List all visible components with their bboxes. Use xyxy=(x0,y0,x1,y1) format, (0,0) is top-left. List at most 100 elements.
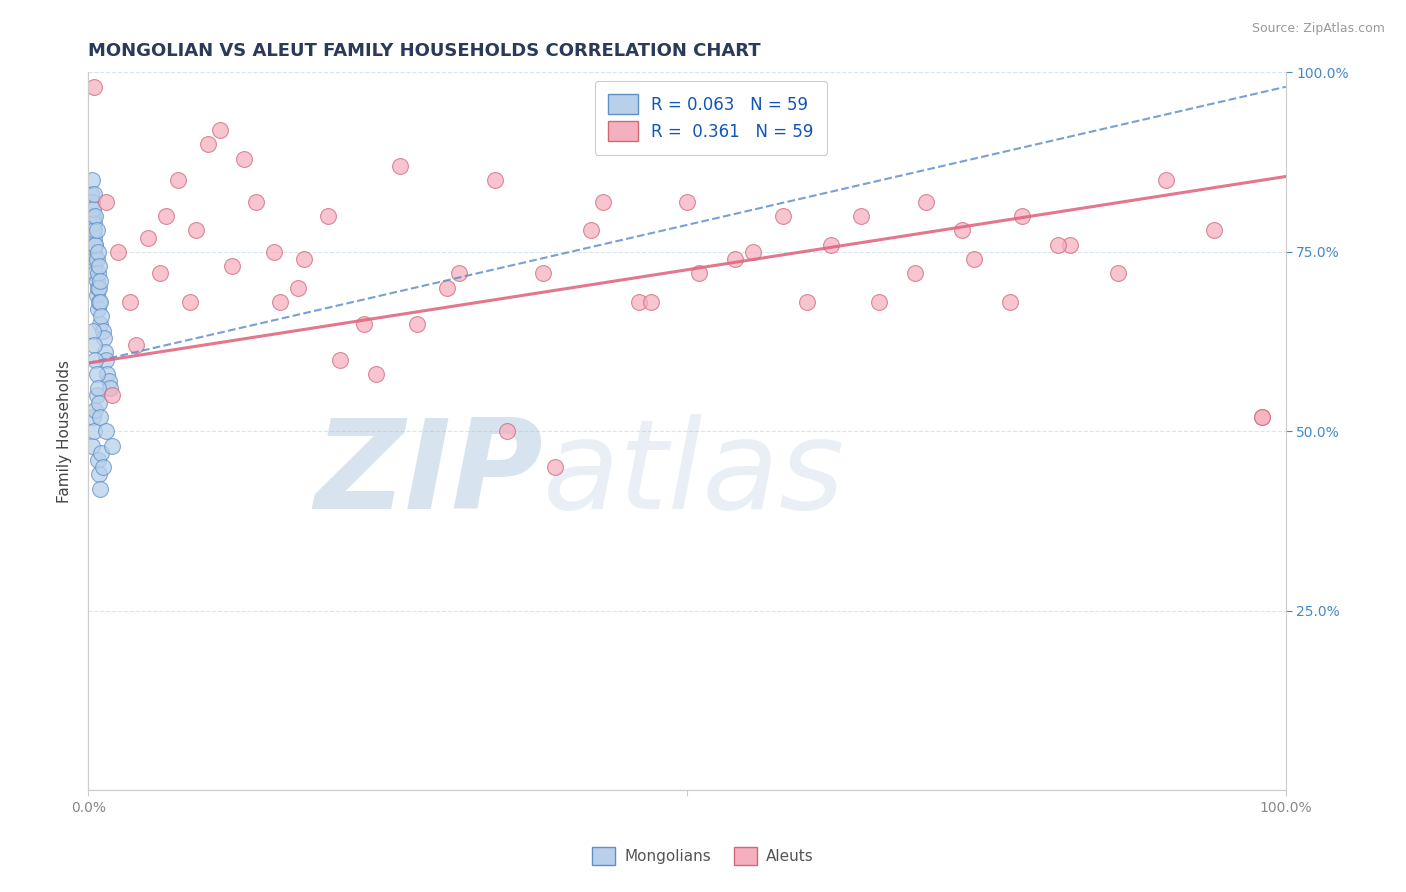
Point xyxy=(80,194,103,209)
Point xyxy=(84,252,107,266)
Point xyxy=(329,352,352,367)
Point xyxy=(772,209,794,223)
Point xyxy=(83,425,105,439)
Point xyxy=(292,252,315,266)
Point xyxy=(83,230,105,244)
Point xyxy=(82,237,104,252)
Point xyxy=(83,216,105,230)
Point xyxy=(87,295,110,310)
Point xyxy=(89,295,111,310)
Text: atlas: atlas xyxy=(543,414,845,535)
Point xyxy=(149,266,172,280)
Point xyxy=(640,295,662,310)
Y-axis label: Family Households: Family Households xyxy=(58,359,72,503)
Point xyxy=(94,352,117,367)
Point xyxy=(91,460,114,475)
Point xyxy=(82,223,104,237)
Point xyxy=(87,244,110,259)
Point xyxy=(89,409,111,424)
Point xyxy=(84,266,107,280)
Point xyxy=(87,281,110,295)
Point xyxy=(86,274,108,288)
Point xyxy=(86,223,108,237)
Point xyxy=(952,223,974,237)
Point xyxy=(98,381,121,395)
Point xyxy=(1250,409,1272,424)
Point xyxy=(91,324,114,338)
Point xyxy=(89,482,111,496)
Point xyxy=(849,209,872,223)
Point xyxy=(269,295,291,310)
Point xyxy=(120,295,142,310)
Point xyxy=(364,367,387,381)
Point xyxy=(94,194,117,209)
Point xyxy=(688,266,710,280)
Point xyxy=(84,237,107,252)
Point xyxy=(80,439,103,453)
Point xyxy=(83,223,105,237)
Point xyxy=(87,302,110,317)
Point xyxy=(484,173,506,187)
Point xyxy=(90,446,112,460)
Point xyxy=(84,352,107,367)
Point xyxy=(1154,173,1177,187)
Point xyxy=(1202,223,1225,237)
Point xyxy=(79,187,101,202)
Point xyxy=(184,223,207,237)
Point xyxy=(287,281,309,295)
Point xyxy=(628,295,651,310)
Point xyxy=(84,209,107,223)
Point xyxy=(820,237,842,252)
Point xyxy=(353,317,375,331)
Point xyxy=(87,281,110,295)
Point xyxy=(963,252,986,266)
Point xyxy=(316,209,339,223)
Point xyxy=(197,137,219,152)
Point xyxy=(82,202,104,216)
Point xyxy=(125,338,148,352)
Point xyxy=(87,266,110,280)
Point xyxy=(89,317,111,331)
Point xyxy=(167,173,190,187)
Point xyxy=(101,439,124,453)
Point xyxy=(80,173,103,187)
Point xyxy=(263,244,285,259)
Point xyxy=(82,324,104,338)
Point xyxy=(245,194,267,209)
Point xyxy=(592,194,614,209)
Point xyxy=(97,374,120,388)
Point xyxy=(796,295,818,310)
Point xyxy=(101,388,124,402)
Point xyxy=(86,252,108,266)
Point xyxy=(84,237,107,252)
Text: Source: ZipAtlas.com: Source: ZipAtlas.com xyxy=(1251,22,1385,36)
Point xyxy=(741,244,763,259)
Point xyxy=(208,123,231,137)
Point xyxy=(1250,409,1272,424)
Point xyxy=(90,310,112,324)
Point xyxy=(94,425,117,439)
Legend: R = 0.063   N = 59, R =  0.361   N = 59: R = 0.063 N = 59, R = 0.361 N = 59 xyxy=(595,81,827,154)
Point xyxy=(83,338,105,352)
Point xyxy=(544,460,567,475)
Point xyxy=(179,295,201,310)
Point xyxy=(1047,237,1070,252)
Point xyxy=(94,345,117,359)
Point xyxy=(83,259,105,273)
Point xyxy=(579,223,602,237)
Legend: Mongolians, Aleuts: Mongolians, Aleuts xyxy=(586,841,820,871)
Point xyxy=(232,152,254,166)
Point xyxy=(83,79,105,94)
Point xyxy=(82,209,104,223)
Point xyxy=(107,244,129,259)
Point xyxy=(86,288,108,302)
Point xyxy=(388,159,411,173)
Text: ZIP: ZIP xyxy=(315,414,543,535)
Point xyxy=(84,402,107,417)
Point xyxy=(86,388,108,402)
Point xyxy=(1059,237,1081,252)
Point xyxy=(221,259,243,273)
Point xyxy=(87,453,110,467)
Point xyxy=(155,209,177,223)
Point xyxy=(83,187,105,202)
